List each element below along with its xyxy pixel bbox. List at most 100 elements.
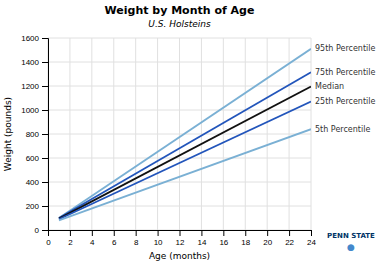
x-tick-mark (136, 230, 137, 236)
x-tick: 12 (176, 230, 185, 247)
lines (59, 49, 311, 221)
y-tick: 400 (26, 178, 48, 187)
series-line (59, 72, 311, 218)
x-tick-label: 8 (134, 238, 139, 247)
y-tick: 800 (26, 130, 48, 139)
title: Weight by Month of Age (105, 4, 255, 17)
y-tick-label: 1600 (21, 34, 39, 43)
line-label: Median (315, 82, 344, 91)
y-tick-mark (42, 182, 48, 183)
grid (48, 38, 311, 230)
y-tick-label: 1400 (21, 58, 39, 67)
y-tick-mark (42, 134, 48, 135)
y-tick: 1200 (21, 82, 48, 91)
series-line (59, 129, 311, 220)
x-tick: 18 (241, 230, 250, 247)
y-tick-mark (42, 62, 48, 63)
y-axis-label: Weight (pounds) (3, 97, 13, 171)
x-tick-mark (92, 230, 93, 236)
y-tick-mark (42, 206, 48, 207)
y-tick-mark (42, 158, 48, 159)
grid-line (135, 38, 136, 230)
x-tick: 4 (90, 230, 95, 247)
y-tick-mark (42, 110, 48, 111)
line-label: 5th Percentile (315, 125, 370, 134)
x-tick: 10 (154, 230, 163, 247)
x-tick: 0 (46, 230, 51, 247)
x-tick-mark (180, 230, 181, 236)
x-tick: 6 (112, 230, 117, 247)
x-tick-label: 22 (285, 238, 294, 247)
grid-line (289, 38, 290, 230)
y-tick-label: 200 (26, 202, 40, 211)
series-line (59, 102, 311, 220)
line-label: 75th Percentile (315, 68, 375, 77)
y-tick-label: 1200 (21, 82, 39, 91)
x-tick: 16 (219, 230, 228, 247)
x-tick-mark (158, 230, 159, 236)
y-tick-label: 800 (26, 130, 40, 139)
x-tick-mark (201, 230, 202, 236)
y-tick-label: 0 (35, 226, 40, 235)
x-tick-mark (223, 230, 224, 236)
grid-line (157, 38, 158, 230)
x-axis: 024681012141618202224 (46, 230, 316, 247)
grid-line (267, 38, 268, 230)
x-tick-label: 2 (68, 238, 73, 247)
x-axis-line (49, 231, 312, 237)
y-tick-label: 1000 (21, 106, 39, 115)
x-tick-label: 20 (263, 238, 272, 247)
line-label: 25th Percentile (315, 97, 375, 106)
y-tick-mark (42, 38, 48, 39)
y-tick-mark (42, 86, 48, 87)
y-axis: 0 200 400 600 800 1000 1200 1400 1600 (21, 34, 48, 235)
x-tick-label: 6 (112, 238, 117, 247)
y-tick: 0 (35, 226, 48, 235)
x-tick-mark (114, 230, 115, 236)
x-tick-label: 14 (197, 238, 206, 247)
subtitle: U.S. Holsteins (148, 19, 211, 29)
x-tick-mark (289, 230, 290, 236)
line-label: 95th Percentile (315, 44, 375, 53)
x-tick-label: 10 (154, 238, 163, 247)
annotation: PENN STATE (327, 232, 375, 240)
series-line (59, 49, 311, 218)
y-tick: 1600 (21, 34, 48, 43)
annotations: PENN STATE ● (327, 232, 375, 252)
annotation: ● (347, 242, 355, 252)
grid-line (179, 38, 180, 230)
x-tick-mark (311, 230, 312, 236)
x-tick-label: 12 (176, 238, 185, 247)
y-tick: 1000 (21, 106, 48, 115)
y-axis-line (42, 39, 49, 231)
x-tick: 14 (197, 230, 206, 247)
series-line (59, 87, 311, 219)
x-tick: 22 (285, 230, 294, 247)
grid-line (201, 38, 202, 230)
y-tick-mark (42, 230, 48, 231)
x-tick-label: 16 (219, 238, 228, 247)
grid-line (223, 38, 224, 230)
y-tick-label: 600 (26, 154, 40, 163)
x-tick-mark (267, 230, 268, 236)
x-tick-label: 24 (307, 238, 316, 247)
x-tick: 2 (68, 230, 73, 247)
plot: 0246810121416182022240200400600800100012… (21, 34, 375, 247)
x-tick-label: 4 (90, 238, 95, 247)
chart: Weight by Month of AgeU.S. Holsteins0246… (0, 0, 391, 264)
grid-line (245, 38, 246, 230)
x-tick-mark (70, 230, 71, 236)
x-tick-mark (245, 230, 246, 236)
line-labels: 95th Percentile 75th Percentile Median 25th… (315, 44, 375, 133)
grid-line (69, 38, 70, 230)
y-tick: 1400 (21, 58, 48, 67)
y-tick-label: 400 (26, 178, 40, 187)
x-tick: 24 (307, 230, 316, 247)
x-tick: 20 (263, 230, 272, 247)
x-axis-label: Age (months) (149, 251, 210, 261)
x-tick: 8 (134, 230, 139, 247)
x-tick-label: 0 (46, 238, 51, 247)
y-tick: 600 (26, 154, 48, 163)
grid-line (311, 38, 312, 230)
y-tick: 200 (26, 202, 48, 211)
